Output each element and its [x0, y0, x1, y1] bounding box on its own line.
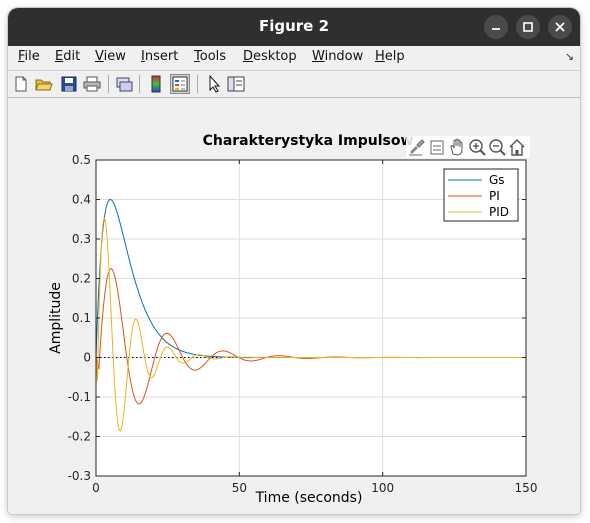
x-axis-label: Time (seconds) — [255, 490, 363, 506]
y-axis-label: Amplitude — [48, 282, 64, 354]
legend-label-pi: PI — [489, 189, 500, 203]
maximize-button[interactable] — [516, 15, 540, 39]
edit-plot-icon — [209, 75, 221, 93]
chart-title: Charakterystyka Impulsow — [203, 133, 414, 149]
y-tick-label: 0 — [83, 351, 91, 365]
title-bar: Figure 2 — [8, 8, 580, 46]
close-icon — [555, 22, 565, 32]
y-tick-label: 0.5 — [72, 153, 91, 167]
menu-window[interactable]: Window — [312, 49, 364, 64]
save-icon — [61, 76, 77, 92]
y-tick-label: 0.2 — [72, 272, 91, 286]
new-figure-button[interactable] — [11, 74, 31, 94]
brush-icon[interactable] — [409, 139, 425, 156]
maximize-icon — [523, 22, 533, 32]
property-inspector-button[interactable] — [226, 74, 246, 94]
link-plot-icon — [116, 77, 133, 92]
plot-svg: 0 50 100 150 -0.3 -0.2 -0.1 0 0.1 0.2 0.3 0.4 0.5 Ch… — [48, 133, 538, 506]
legend-label-gs: Gs — [489, 173, 505, 187]
home-icon[interactable] — [509, 139, 525, 156]
colorbar-icon — [151, 75, 161, 93]
zoom-in-icon[interactable] — [469, 139, 486, 156]
legend-button[interactable] — [170, 74, 190, 94]
print-button[interactable] — [82, 74, 102, 94]
zoom-out-icon[interactable] — [489, 139, 506, 156]
figure-toolbar — [8, 71, 580, 98]
open-file-icon — [35, 79, 53, 91]
menu-view[interactable]: View — [95, 49, 126, 64]
axes-toolbar — [406, 136, 530, 158]
series-line-pid — [95, 217, 526, 432]
legend[interactable]: Gs PI PID — [443, 168, 519, 222]
edit-plot-button[interactable] — [204, 74, 224, 94]
menu-dock-arrow-icon[interactable]: ↘ — [564, 50, 574, 63]
menu-file[interactable]: File — [18, 49, 40, 64]
y-tick-label: -0.2 — [68, 430, 91, 444]
x-tick-label: 100 — [371, 481, 394, 495]
toolbar-separator — [197, 75, 198, 93]
toolbar-separator — [108, 75, 109, 93]
x-tick-label: 0 — [92, 481, 100, 495]
window-title: Figure 2 — [258, 17, 330, 35]
data-tips-icon[interactable] — [430, 140, 444, 155]
x-tick-label: 50 — [232, 481, 247, 495]
property-inspector-icon — [227, 76, 245, 92]
y-tick-label: -0.3 — [68, 469, 91, 483]
y-tick-label: -0.1 — [68, 390, 91, 404]
minimize-button[interactable] — [484, 15, 508, 39]
print-icon — [83, 76, 101, 92]
colorbar-button[interactable] — [146, 74, 166, 94]
x-tick-label: 150 — [515, 481, 538, 495]
legend-icon — [172, 76, 188, 92]
toolbar-separator — [139, 75, 140, 93]
y-tick-label: 0.3 — [72, 232, 91, 246]
menu-insert[interactable]: Insert — [141, 49, 179, 64]
minimize-icon — [492, 28, 500, 30]
menu-help[interactable]: Help — [375, 49, 405, 64]
save-button[interactable] — [59, 74, 79, 94]
new-figure-icon — [15, 76, 27, 92]
close-button[interactable] — [548, 15, 572, 39]
open-file-button[interactable] — [34, 74, 54, 94]
y-tick-label: 0.4 — [72, 193, 91, 207]
link-plot-button[interactable] — [114, 74, 134, 94]
figure-window: Figure 2 File Edit View Insert Tools Des… — [8, 8, 580, 514]
legend-label-pid: PID — [489, 205, 509, 219]
menu-desktop[interactable]: Desktop — [243, 49, 297, 64]
menu-bar: File Edit View Insert Tools Desktop Wind… — [8, 46, 580, 71]
figure-canvas: 0 50 100 150 -0.3 -0.2 -0.1 0 0.1 0.2 0.3 0.4 0.5 Ch… — [8, 98, 580, 514]
menu-edit[interactable]: Edit — [55, 49, 81, 64]
y-tick-label: 0.1 — [72, 311, 91, 325]
menu-tools[interactable]: Tools — [194, 49, 227, 64]
pan-icon[interactable] — [450, 138, 463, 156]
